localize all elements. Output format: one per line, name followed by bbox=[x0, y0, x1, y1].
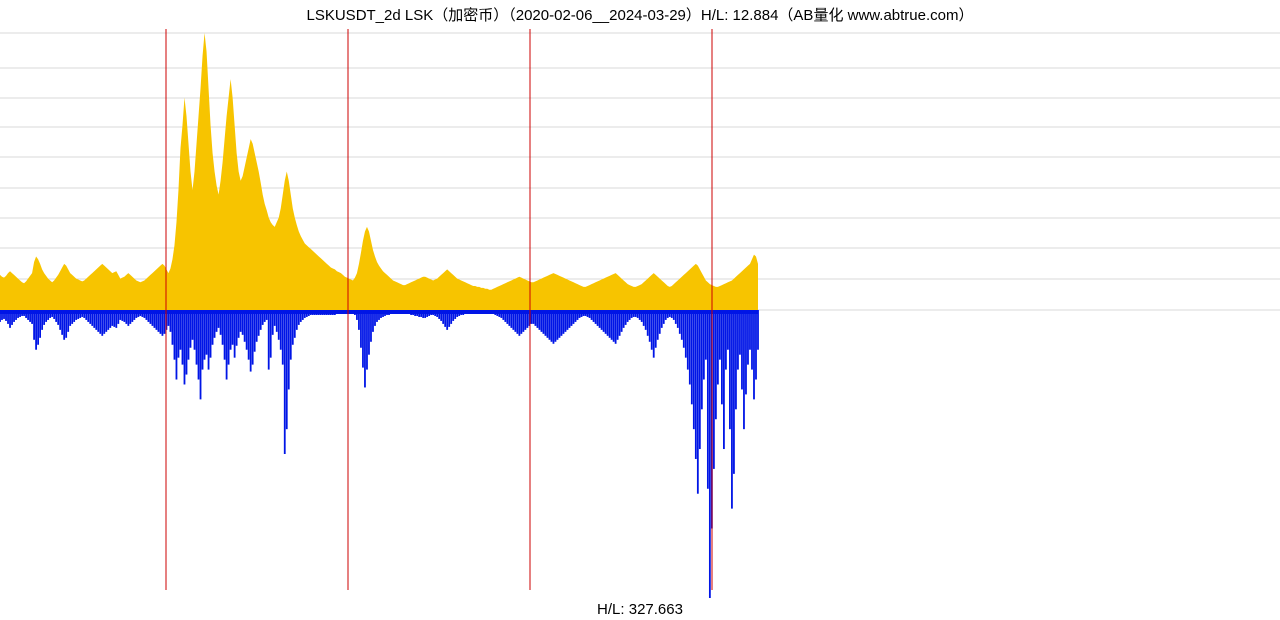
chart-container: LSKUSDT_2d LSK（加密币）（2020-02-06__2024-03-… bbox=[0, 0, 1280, 620]
chart-footer: H/L: 327.663 bbox=[0, 601, 1280, 618]
chart-svg bbox=[0, 0, 1280, 620]
